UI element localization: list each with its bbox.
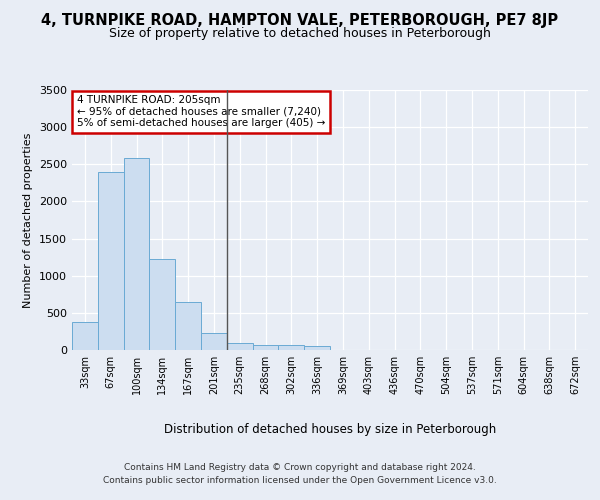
- Bar: [227, 342, 253, 350]
- Bar: [72, 322, 98, 350]
- Y-axis label: Number of detached properties: Number of detached properties: [23, 132, 34, 308]
- Bar: [149, 258, 175, 350]
- Text: 4, TURNPIKE ROAD, HAMPTON VALE, PETERBOROUGH, PE7 8JP: 4, TURNPIKE ROAD, HAMPTON VALE, PETERBOR…: [41, 12, 559, 28]
- Text: Size of property relative to detached houses in Peterborough: Size of property relative to detached ho…: [109, 28, 491, 40]
- Bar: [304, 346, 330, 350]
- Bar: [175, 302, 201, 350]
- Text: Contains HM Land Registry data © Crown copyright and database right 2024.
Contai: Contains HM Land Registry data © Crown c…: [103, 462, 497, 484]
- Bar: [124, 158, 149, 350]
- Bar: [278, 345, 304, 350]
- Bar: [98, 172, 124, 350]
- Bar: [201, 333, 227, 350]
- Text: 4 TURNPIKE ROAD: 205sqm
← 95% of detached houses are smaller (7,240)
5% of semi-: 4 TURNPIKE ROAD: 205sqm ← 95% of detache…: [77, 95, 326, 128]
- Bar: [253, 345, 278, 350]
- Text: Distribution of detached houses by size in Peterborough: Distribution of detached houses by size …: [164, 422, 496, 436]
